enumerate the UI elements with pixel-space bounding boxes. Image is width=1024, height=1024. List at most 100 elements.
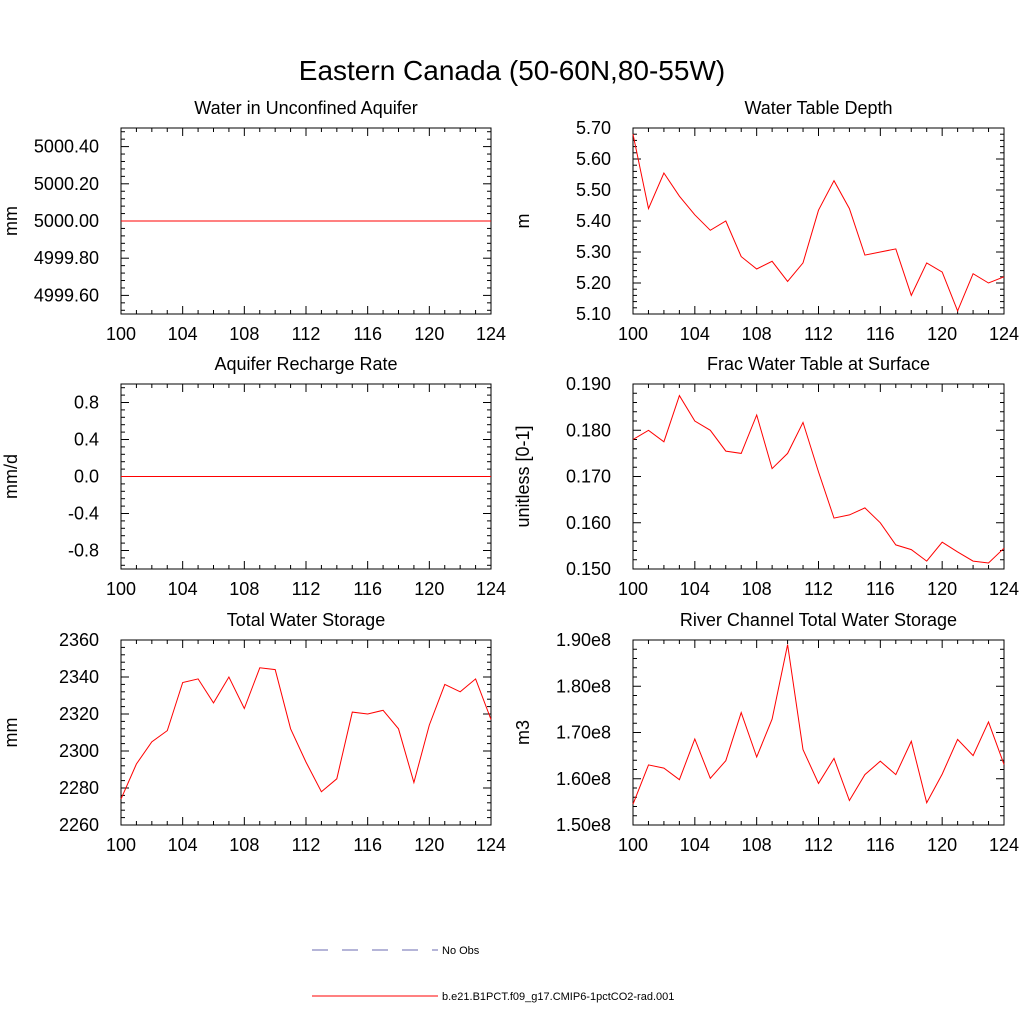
y-tick-label: 1.60e8 (556, 769, 611, 789)
y-axis-label: mm (1, 718, 21, 748)
panel-title: Frac Water Table at Surface (707, 354, 930, 374)
panel-title: River Channel Total Water Storage (680, 610, 957, 630)
x-tick-label: 116 (866, 579, 895, 599)
y-tick-label: 4999.60 (34, 285, 99, 305)
x-tick-label: 112 (804, 579, 833, 599)
series-line (120, 667, 492, 800)
x-tick-label: 100 (106, 324, 136, 344)
x-tick-label: 104 (168, 579, 198, 599)
x-tick-label: 108 (742, 835, 772, 855)
panel-title: Total Water Storage (227, 610, 385, 630)
chart-panel: Water in Unconfined Aquifer mm 100 104 108 11… (1, 98, 506, 344)
y-tick-label: 0.170 (566, 467, 611, 487)
chart-panel: Frac Water Table at Surface unitless [0-1… (513, 354, 1019, 599)
y-tick-label: 2320 (59, 704, 99, 724)
y-tick-label: 2300 (59, 741, 99, 761)
x-tick-label: 116 (353, 324, 382, 344)
x-tick-label: 116 (866, 324, 895, 344)
x-tick-label: 120 (927, 324, 957, 344)
y-tick-label: 5000.20 (34, 174, 99, 194)
x-tick-label: 124 (476, 324, 506, 344)
x-tick-label: 104 (168, 324, 198, 344)
y-tick-label: 0.190 (566, 374, 611, 394)
y-axis-label: m3 (513, 720, 533, 745)
y-tick-label: 5.50 (576, 180, 611, 200)
legend-label: b.e21.B1PCT.f09_g17.CMIP6-1pctCO2-rad.00… (442, 991, 674, 1003)
chart-panel: River Channel Total Water Storage m3 100 10… (513, 610, 1019, 855)
series-line (632, 134, 1005, 313)
x-tick-label: 124 (476, 835, 506, 855)
y-tick-label: 4999.80 (34, 248, 99, 268)
x-tick-label: 124 (989, 579, 1019, 599)
y-tick-label: 0.180 (566, 420, 611, 440)
y-tick-label: 5.10 (576, 304, 611, 324)
x-tick-label: 108 (229, 324, 259, 344)
y-tick-label: 2260 (59, 815, 99, 835)
panels: Water in Unconfined Aquifer mm 100 104 108 11… (1, 98, 1019, 855)
x-tick-label: 120 (414, 579, 444, 599)
figure-title: Eastern Canada (50-60N,80-55W) (299, 55, 725, 86)
x-tick-label: 124 (989, 324, 1019, 344)
y-tick-label: 0.0 (74, 467, 99, 487)
series-line (632, 644, 1005, 805)
y-tick-label: -0.4 (68, 504, 99, 524)
x-tick-label: 124 (989, 835, 1019, 855)
x-tick-label: 116 (866, 835, 895, 855)
legend-label: No Obs (442, 945, 480, 957)
panel-title: Water Table Depth (744, 98, 892, 118)
x-tick-label: 112 (804, 835, 833, 855)
y-tick-label: 1.80e8 (556, 676, 611, 696)
y-tick-label: 5.20 (576, 273, 611, 293)
x-tick-label: 100 (618, 835, 648, 855)
x-tick-label: 104 (680, 324, 710, 344)
y-tick-label: 5000.00 (34, 211, 99, 231)
x-tick-label: 108 (742, 579, 772, 599)
chart-panel: Aquifer Recharge Rate mm/d 100 104 108 112 116… (1, 354, 506, 599)
chart-panel: Water Table Depth m 100 104 108 112 116 120 124 5… (513, 98, 1019, 344)
y-tick-label: 5.40 (576, 211, 611, 231)
y-tick-label: 1.70e8 (556, 723, 611, 743)
y-tick-label: 2280 (59, 778, 99, 798)
y-axis-label: mm/d (1, 454, 21, 499)
x-tick-label: 112 (292, 579, 321, 599)
x-tick-label: 120 (927, 835, 957, 855)
y-tick-label: 0.150 (566, 559, 611, 579)
plot-frame (120, 639, 492, 826)
x-tick-label: 100 (618, 579, 648, 599)
y-tick-label: -0.8 (68, 541, 99, 561)
y-tick-label: 5000.40 (34, 137, 99, 157)
x-tick-label: 112 (292, 835, 321, 855)
plot-frame (632, 127, 1005, 315)
y-tick-label: 1.50e8 (556, 815, 611, 835)
y-tick-label: 1.90e8 (556, 630, 611, 650)
series-line (632, 394, 1005, 564)
plot-frame (632, 639, 1005, 826)
y-tick-label: 2360 (59, 630, 99, 650)
x-tick-label: 112 (292, 324, 321, 344)
x-tick-label: 120 (927, 579, 957, 599)
x-tick-label: 100 (106, 835, 136, 855)
x-tick-label: 100 (618, 324, 648, 344)
y-axis-label: mm (1, 206, 21, 236)
x-tick-label: 116 (353, 579, 382, 599)
x-tick-label: 120 (414, 835, 444, 855)
x-tick-label: 124 (476, 579, 506, 599)
y-tick-label: 5.30 (576, 242, 611, 262)
chart-panel: Total Water Storage mm 100 104 108 112 116 120 1… (1, 610, 506, 855)
x-tick-label: 100 (106, 579, 136, 599)
y-axis-label: m (513, 214, 533, 229)
x-tick-label: 108 (742, 324, 772, 344)
y-tick-label: 5.60 (576, 149, 611, 169)
panel-title: Aquifer Recharge Rate (214, 354, 397, 374)
x-tick-label: 104 (168, 835, 198, 855)
y-tick-label: 0.160 (566, 513, 611, 533)
legend: No Obs b.e21.B1PCT.f09_g17.CMIP6-1pctCO2-… (312, 945, 674, 1003)
x-tick-label: 104 (680, 835, 710, 855)
y-tick-label: 0.4 (74, 430, 99, 450)
x-tick-label: 104 (680, 579, 710, 599)
x-tick-label: 108 (229, 835, 259, 855)
x-tick-label: 112 (804, 324, 833, 344)
y-axis-label: unitless [0-1] (513, 425, 533, 527)
panel-title: Water in Unconfined Aquifer (194, 98, 417, 118)
